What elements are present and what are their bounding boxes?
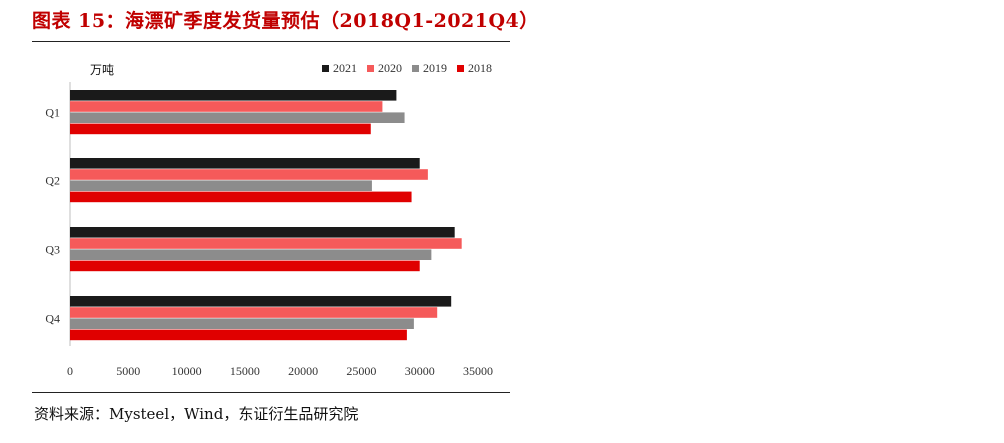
bar-q2-2020 <box>70 169 428 180</box>
bar-q1-2020 <box>70 101 383 112</box>
source-note: 资料来源：Mysteel，Wind，东证衍生品研究院 <box>34 405 359 423</box>
bar-q4-2021 <box>70 296 452 307</box>
bar-q1-2019 <box>70 112 405 123</box>
x-tick-label-25000: 25000 <box>346 364 376 378</box>
bar-q1-2018 <box>70 123 371 135</box>
bar-q2-2018 <box>70 191 412 203</box>
bar-q4-2020 <box>70 307 438 318</box>
bar-q1-2021 <box>70 90 397 101</box>
bar-q4-2018 <box>70 329 407 341</box>
legend-item-2021: 2021 <box>322 61 357 76</box>
legend-label-2020: 2020 <box>378 61 402 75</box>
chart-legend: 2021 2020 2019 2018 <box>322 61 492 76</box>
x-tick-label-15000: 15000 <box>230 364 260 378</box>
legend-swatch-2021 <box>322 65 329 72</box>
y-tick-label-q3: Q3 <box>45 242 60 256</box>
legend-swatch-2019 <box>412 65 419 72</box>
legend-item-2019: 2019 <box>412 61 447 76</box>
legend-item-2020: 2020 <box>367 61 402 76</box>
legend-swatch-2018 <box>457 65 464 72</box>
bar-q3-2020 <box>70 238 462 249</box>
title-rule <box>32 41 510 42</box>
x-tick-label-5000: 5000 <box>116 364 140 378</box>
bar-q2-2021 <box>70 158 420 169</box>
legend-swatch-2020 <box>367 65 374 72</box>
y-tick-label-q2: Q2 <box>45 173 60 187</box>
bar-q3-2021 <box>70 227 455 238</box>
x-tick-label-30000: 30000 <box>405 364 435 378</box>
x-tick-label-35000: 35000 <box>463 364 493 378</box>
legend-label-2018: 2018 <box>468 61 492 75</box>
source-rule <box>32 392 510 393</box>
unit-label: 万吨 <box>90 63 115 77</box>
y-tick-label-q1: Q1 <box>45 105 60 119</box>
legend-label-2021: 2021 <box>333 61 357 75</box>
x-tick-label-0: 0 <box>67 364 73 378</box>
figure-title: 图表 15：海漂矿季度发货量预估（2018Q1-2021Q4） <box>32 10 539 32</box>
bar-q4-2019 <box>70 318 414 329</box>
bar-q2-2019 <box>70 180 372 191</box>
bar-q3-2019 <box>70 249 432 260</box>
legend-label-2019: 2019 <box>423 61 447 75</box>
bar-q3-2018 <box>70 260 420 272</box>
y-tick-label-q4: Q4 <box>45 311 60 325</box>
legend-item-2018: 2018 <box>457 61 492 76</box>
x-tick-label-20000: 20000 <box>288 364 318 378</box>
x-tick-label-10000: 10000 <box>172 364 202 378</box>
